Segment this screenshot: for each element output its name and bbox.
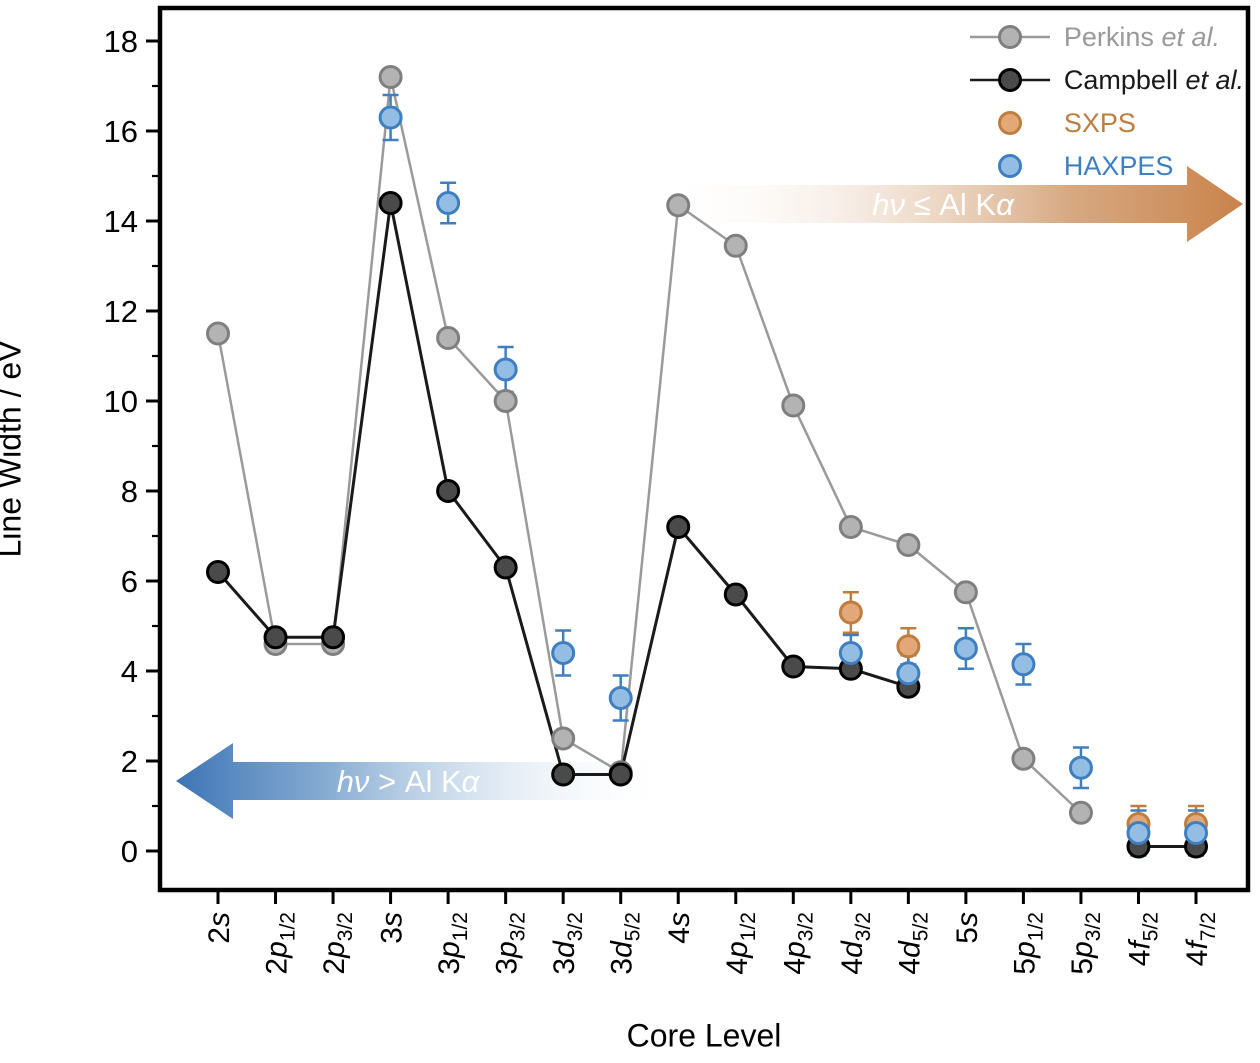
marker-campbell	[723, 582, 748, 607]
y-tick-label: 12	[104, 294, 138, 329]
marker-campbell	[493, 555, 518, 580]
marker-perkins	[953, 580, 978, 605]
marker-perkins	[896, 533, 921, 557]
legend-label-sxps: SXPS	[1063, 107, 1136, 138]
marker-haxpes	[1068, 755, 1093, 780]
legend-label-perkins: Perkins et al.	[1063, 21, 1220, 52]
series-line-perkins	[216, 76, 1082, 814]
marker-campbell	[436, 479, 461, 503]
y-tick-label: 8	[121, 474, 138, 509]
marker-perkins	[1068, 800, 1093, 825]
y-tick-label: 14	[104, 204, 138, 239]
marker-perkins	[436, 326, 461, 350]
y-axis-title: Line Width / eV	[0, 340, 28, 558]
marker-campbell	[666, 515, 691, 539]
x-tick-label: 5p3/2	[1066, 912, 1105, 975]
marker-campbell	[378, 191, 403, 215]
x-tick-label: 2s	[203, 912, 236, 944]
marker-campbell	[321, 625, 346, 650]
marker-haxpes	[896, 661, 921, 686]
arrow-left	[176, 743, 672, 819]
y-tick-label: 6	[121, 564, 138, 599]
x-axis-title: Core Level	[626, 1017, 782, 1054]
marker-haxpes	[1184, 821, 1209, 845]
marker-sxps	[838, 600, 863, 625]
plot-border	[157, 5, 1251, 893]
x-tick-label: 2p3/2	[318, 912, 357, 975]
arrow-left-label: hν > Al Kα	[337, 764, 481, 799]
marker-perkins	[551, 726, 576, 751]
marker-haxpes	[436, 191, 461, 215]
arrow-right-label: hν ≤ Al Kα	[872, 187, 1015, 222]
marker-haxpes	[1011, 652, 1036, 677]
legend-item-sxps: SXPS	[968, 106, 1244, 140]
x-tick-label: 4d3/2	[836, 912, 875, 975]
legend: Perkins et al. Campbell et al. SXPS HAXPES	[968, 20, 1244, 183]
marker-haxpes	[378, 105, 403, 130]
y-tick-label: 18	[104, 24, 138, 59]
marker-perkins	[723, 233, 748, 258]
marker-haxpes	[551, 641, 576, 665]
legend-item-campbell: Campbell et al.	[968, 63, 1244, 97]
x-tick-label: 3d5/2	[606, 912, 645, 975]
marker-perkins	[378, 65, 403, 89]
marker-sxps	[896, 634, 921, 659]
y-tick-label: 10	[104, 384, 138, 419]
marker-campbell	[263, 625, 288, 650]
y-tick-label: 2	[121, 744, 138, 779]
x-tick-label: 3p3/2	[491, 912, 530, 975]
haxpes-marker-icon	[997, 154, 1022, 178]
marker-perkins	[838, 515, 863, 539]
marker-perkins	[781, 393, 806, 418]
marker-perkins	[1011, 746, 1036, 771]
marker-perkins	[666, 193, 691, 218]
sxps-marker-icon	[997, 111, 1022, 135]
marker-perkins	[493, 389, 518, 413]
marker-campbell	[206, 560, 230, 584]
marker-haxpes	[838, 641, 863, 665]
campbell-marker-icon	[969, 68, 1050, 92]
x-tick-label: 3p1/2	[433, 912, 472, 975]
x-tick-label: 4s	[663, 912, 696, 944]
y-tick-label: 0	[121, 834, 138, 869]
arrow-right	[658, 166, 1243, 242]
y-tick-label: 16	[104, 114, 138, 149]
legend-label-campbell: Campbell et al.	[1063, 64, 1244, 95]
x-tick-label: 4f5/2	[1123, 912, 1162, 966]
x-tick-label: 4d5/2	[893, 912, 932, 975]
y-tick-label: 4	[121, 654, 138, 689]
marker-perkins	[206, 321, 230, 346]
marker-haxpes	[608, 686, 633, 710]
marker-haxpes	[953, 636, 978, 661]
x-tick-label: 3s	[376, 912, 409, 944]
legend-item-perkins: Perkins et al.	[968, 20, 1244, 54]
x-tick-label: 5s	[951, 912, 984, 944]
marker-haxpes	[493, 357, 518, 382]
legend-label-haxpes: HAXPES	[1063, 150, 1174, 181]
marker-campbell	[551, 762, 576, 787]
x-tick-label: 4f7/2	[1181, 912, 1220, 966]
legend-item-haxpes: HAXPES	[968, 149, 1244, 183]
x-tick-label: 5p1/2	[1008, 912, 1047, 975]
marker-haxpes	[1126, 821, 1151, 845]
perkins-marker-icon	[969, 25, 1050, 49]
marker-campbell	[608, 762, 633, 787]
x-tick-label: 4p3/2	[778, 912, 817, 975]
series-line-campbell	[216, 202, 909, 776]
marker-campbell	[781, 654, 806, 679]
x-tick-label: 2p1/2	[261, 912, 300, 975]
x-tick-label: 4p1/2	[721, 912, 760, 975]
x-tick-label: 3d3/2	[548, 912, 587, 975]
